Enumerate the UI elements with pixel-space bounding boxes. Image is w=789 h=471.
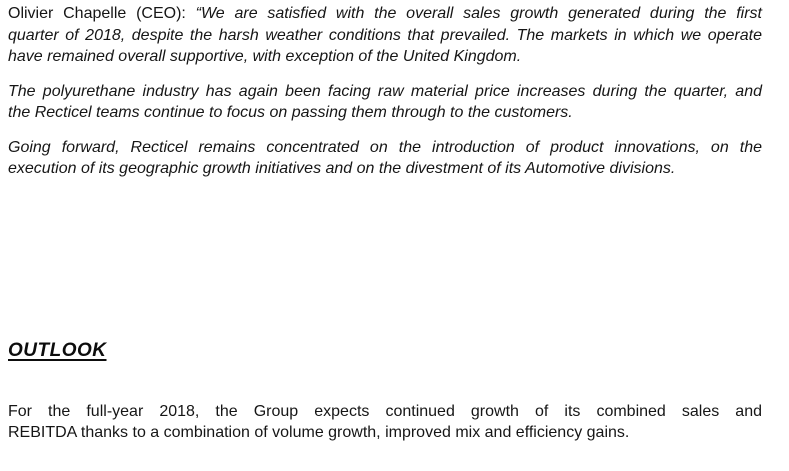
paragraph-line: execution of its geographic growth initi… <box>8 160 676 177</box>
paragraph-line: For the full-year 2018, the Group expect… <box>8 402 762 420</box>
paragraph-line: REBITDA thanks to a combination of volum… <box>8 424 630 441</box>
paragraph-line: Going forward, Recticel remains concentr… <box>8 138 762 156</box>
paragraph-line: quarter of 2018, despite the harsh weath… <box>8 26 762 44</box>
paragraph-line: have remained overall supportive, with e… <box>8 48 522 65</box>
outlook-heading: OUTLOOK <box>8 339 762 363</box>
outlook-paragraph: For the full-year 2018, the Group expect… <box>8 401 762 444</box>
quote-paragraph-2: The polyurethane industry has again been… <box>8 81 762 124</box>
quote-paragraph-3: Going forward, Recticel remains concentr… <box>8 137 762 180</box>
outlook-heading-text: OUTLOOK <box>8 339 107 361</box>
speaker-name: Olivier Chapelle (CEO): <box>8 5 186 22</box>
paragraph-line: The polyurethane industry has again been… <box>8 82 762 100</box>
paragraph-line: Olivier Chapelle (CEO): “We are satisfie… <box>8 3 762 25</box>
quote-text-line: “We are satisfied with the overall sales… <box>195 5 763 22</box>
paragraph-line: the Recticel teams continue to focus on … <box>8 104 573 121</box>
ceo-quote-paragraph: Olivier Chapelle (CEO): “We are satisfie… <box>8 3 762 68</box>
